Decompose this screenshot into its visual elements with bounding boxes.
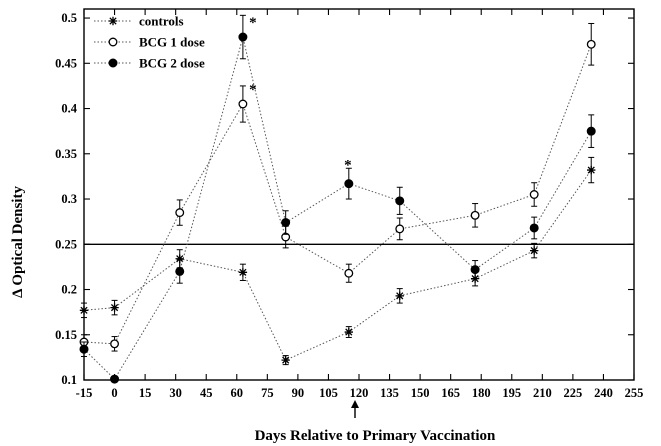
open-circle-marker bbox=[108, 37, 118, 47]
y-tick-label: 0.45 bbox=[55, 56, 77, 70]
series-bcg-2-dose bbox=[79, 14, 596, 384]
asterisk-marker bbox=[79, 306, 89, 315]
filled-circle-marker bbox=[79, 344, 89, 354]
x-axis: -15 0 15 30 45 60 75 90 105 120 135 150 165 180 195 210… bbox=[76, 9, 644, 400]
filled-circle-marker bbox=[238, 32, 248, 42]
filled-circle-marker bbox=[108, 58, 118, 68]
arrow-marker-group bbox=[351, 400, 359, 418]
filled-circle-marker bbox=[586, 126, 596, 136]
filled-circle-marker bbox=[344, 179, 354, 189]
significance-star: * bbox=[344, 158, 352, 174]
x-tick-label: 105 bbox=[319, 386, 338, 400]
y-tick-label: 0.1 bbox=[61, 373, 77, 387]
x-tick-label: 90 bbox=[292, 386, 305, 400]
open-circle-marker bbox=[238, 99, 248, 109]
open-circle-marker bbox=[175, 208, 185, 218]
y-axis-label: Δ Optical Density bbox=[10, 186, 26, 298]
asterisk-marker bbox=[587, 165, 596, 175]
legend-label: controls bbox=[139, 14, 184, 29]
x-tick-label: 210 bbox=[533, 386, 552, 400]
x-tick-label: 75 bbox=[261, 386, 274, 400]
legend-item: controls bbox=[94, 14, 184, 29]
y-tick-label: 0.4 bbox=[61, 102, 77, 116]
x-tick-label: 60 bbox=[231, 386, 244, 400]
series-line bbox=[83, 36, 592, 380]
y-tick-label: 0.3 bbox=[61, 192, 77, 206]
asterisk-marker bbox=[175, 254, 184, 263]
x-tick-label: 135 bbox=[380, 386, 399, 400]
x-tick-label: 15 bbox=[139, 386, 152, 400]
x-tick-label: 255 bbox=[625, 386, 644, 400]
x-tick-label: 45 bbox=[200, 386, 213, 400]
asterisk-marker bbox=[238, 268, 248, 277]
open-circle-marker bbox=[586, 39, 596, 49]
x-tick-label: 195 bbox=[502, 386, 521, 400]
x-tick-label: -15 bbox=[76, 386, 93, 400]
x-tick-label: 180 bbox=[472, 386, 491, 400]
x-tick-label: 120 bbox=[350, 386, 369, 400]
series-line bbox=[83, 44, 592, 345]
legend-item: BCG 1 dose bbox=[94, 35, 205, 50]
asterisk-marker bbox=[110, 303, 119, 312]
significance-star: * bbox=[249, 15, 257, 31]
open-circle-marker bbox=[344, 268, 354, 278]
open-circle-marker bbox=[529, 190, 539, 199]
series-controls bbox=[79, 156, 596, 366]
x-tick-label: 150 bbox=[411, 386, 430, 400]
x-tick-label: 165 bbox=[441, 386, 460, 400]
filled-circle-marker bbox=[281, 218, 291, 228]
x-tick-label: 0 bbox=[111, 386, 117, 400]
open-circle-marker bbox=[470, 210, 480, 220]
asterisk-marker bbox=[108, 16, 118, 26]
arrow-head bbox=[351, 400, 359, 408]
asterisk-marker bbox=[344, 327, 354, 337]
series-line bbox=[83, 169, 592, 361]
x-tick-label: 240 bbox=[594, 386, 613, 400]
filled-circle-marker bbox=[110, 374, 120, 384]
open-circle-marker bbox=[395, 224, 405, 234]
x-tick-label: 225 bbox=[564, 386, 583, 400]
y-tick-label: 0.5 bbox=[61, 11, 77, 25]
y-tick-label: 0.25 bbox=[55, 237, 77, 251]
legend: controls BCG 1 dose BCG 2 dose bbox=[94, 14, 205, 71]
filled-circle-marker bbox=[175, 266, 185, 276]
filled-circle-marker bbox=[470, 265, 480, 275]
filled-circle-marker bbox=[529, 223, 539, 233]
x-tick-label: 30 bbox=[169, 386, 182, 400]
series-group bbox=[79, 14, 596, 384]
legend-item: BCG 2 dose bbox=[94, 56, 205, 71]
x-axis-label: Days Relative to Primary Vaccination bbox=[255, 428, 496, 444]
asterisk-marker bbox=[395, 291, 404, 301]
y-tick-label: 0.2 bbox=[61, 283, 77, 297]
open-circle-marker bbox=[110, 339, 120, 349]
asterisk-marker bbox=[281, 355, 290, 365]
significance-star: * bbox=[249, 82, 257, 98]
legend-label: BCG 1 dose bbox=[139, 35, 205, 50]
y-tick-label: 0.15 bbox=[55, 328, 77, 342]
annotations: * * * bbox=[249, 15, 351, 174]
asterisk-marker bbox=[529, 246, 539, 255]
series-bcg-1-dose bbox=[79, 22, 596, 352]
filled-circle-marker bbox=[395, 196, 405, 206]
y-tick-label: 0.35 bbox=[55, 147, 77, 161]
legend-label: BCG 2 dose bbox=[139, 56, 205, 71]
